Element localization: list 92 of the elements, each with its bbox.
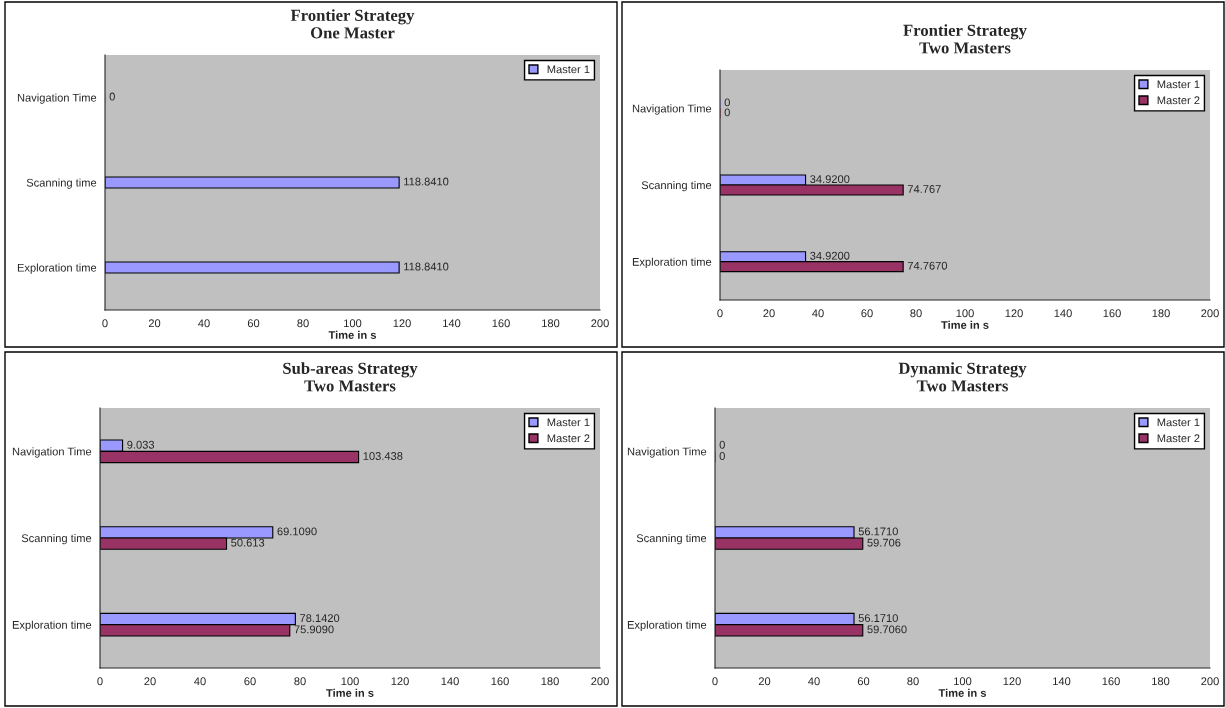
x-tick-label: 180 (541, 677, 559, 686)
chart-title: Frontier Strategy Two Masters (903, 24, 1027, 54)
data-label: 0 (109, 92, 115, 101)
y-tick-label: Navigation Time (12, 447, 92, 458)
x-tick-label: 40 (812, 309, 824, 318)
data-label: 118.8410 (404, 262, 449, 271)
data-label: 0 (724, 108, 730, 117)
y-tick-label: Scanning time (641, 180, 712, 192)
legend-label: Master 2 (1157, 96, 1200, 105)
data-label: 74.7670 (907, 261, 948, 270)
legend-label: Master 2 (1157, 434, 1200, 443)
x-tick-label: 100 (956, 309, 974, 318)
data-label: 59.706 (867, 538, 901, 547)
x-tick-label: 180 (1152, 309, 1170, 318)
y-tick-label: Exploration time (632, 257, 712, 268)
legend-label: Master 1 (1157, 80, 1200, 89)
x-tick-label: 120 (391, 677, 409, 686)
x-tick-label: 80 (294, 677, 306, 686)
x-axis-title: Time in s (326, 688, 374, 697)
data-label: 103.438 (363, 452, 403, 460)
x-tick-label: 20 (763, 309, 775, 318)
y-tick-label: Exploration time (627, 620, 707, 631)
data-label: 59.7060 (867, 625, 907, 634)
x-tick-label: 200 (591, 319, 609, 328)
legend-label: Master 1 (547, 65, 590, 74)
x-axis-title: Time in s (941, 320, 989, 329)
x-tick-label: 160 (1102, 677, 1120, 686)
legend-label: Master 1 (547, 418, 590, 427)
y-tick-label: Scanning time (21, 533, 92, 545)
data-label: 0 (719, 452, 725, 460)
x-tick-label: 20 (148, 319, 161, 328)
x-tick-label: 60 (247, 319, 260, 328)
data-label: 74.767 (907, 185, 941, 193)
x-tick-label: 40 (808, 677, 820, 686)
x-tick-label: 20 (144, 677, 156, 686)
data-label: 69.1090 (277, 527, 317, 536)
data-label: 75.9090 (294, 625, 334, 634)
x-tick-label: 200 (591, 677, 609, 686)
x-tick-label: 180 (542, 319, 560, 328)
data-label: 56.1710 (858, 614, 898, 623)
legend-label: Master 2 (547, 434, 590, 443)
data-label: 118.8410 (404, 177, 449, 186)
x-tick-label: 0 (717, 309, 723, 318)
x-tick-label: 0 (712, 677, 718, 686)
chart-title: Frontier Strategy One Master (290, 9, 415, 39)
x-tick-label: 0 (97, 677, 103, 686)
chart-title: Sub-areas Strategy Two Masters (283, 362, 418, 392)
y-tick-label: Exploration time (17, 263, 97, 274)
data-label: 50.613 (231, 538, 265, 547)
x-tick-label: 140 (443, 319, 461, 328)
x-tick-label: 200 (1201, 309, 1219, 318)
y-tick-label: Scanning time (636, 533, 707, 545)
x-tick-label: 200 (1201, 677, 1219, 686)
data-label: 56.1710 (858, 527, 898, 536)
x-tick-label: 0 (102, 319, 108, 328)
x-tick-label: 160 (491, 677, 509, 686)
legend-label: Master 1 (1157, 418, 1200, 427)
y-tick-label: Navigation Time (17, 93, 97, 104)
data-label: 9.033 (127, 440, 155, 449)
x-tick-label: 100 (344, 319, 362, 328)
x-tick-label: 140 (441, 677, 459, 686)
x-tick-label: 80 (297, 319, 309, 328)
x-tick-label: 60 (244, 677, 256, 686)
x-tick-label: 160 (1103, 309, 1121, 318)
data-label: 34.9200 (810, 251, 850, 260)
x-tick-label: 120 (1005, 309, 1023, 318)
x-tick-label: 120 (1003, 677, 1021, 686)
x-tick-label: 100 (341, 677, 359, 686)
y-tick-label: Navigation Time (627, 447, 707, 458)
data-label: 78.1420 (300, 614, 340, 623)
data-label: 34.9200 (810, 175, 850, 183)
x-tick-label: 80 (910, 309, 922, 318)
data-label: 0 (724, 98, 730, 107)
x-axis-title: Time in s (938, 688, 987, 697)
x-axis-title: Time in s (328, 330, 377, 339)
x-tick-label: 20 (758, 677, 771, 686)
x-tick-label: 100 (954, 677, 972, 686)
y-tick-label: Navigation Time (632, 104, 712, 115)
x-tick-label: 60 (861, 309, 873, 318)
x-tick-label: 140 (1053, 677, 1071, 686)
x-tick-label: 180 (1152, 677, 1170, 686)
chart-title: Dynamic Strategy Two Masters (898, 362, 1027, 392)
x-tick-label: 140 (1054, 309, 1072, 318)
y-tick-label: Exploration time (12, 620, 92, 631)
x-tick-label: 80 (907, 677, 919, 686)
x-tick-label: 60 (857, 677, 870, 686)
x-tick-label: 120 (393, 319, 411, 328)
data-label: 0 (719, 440, 725, 449)
x-tick-label: 40 (198, 319, 210, 328)
x-tick-label: 160 (492, 319, 510, 328)
y-tick-label: Scanning time (26, 178, 97, 189)
x-tick-label: 40 (194, 677, 206, 686)
